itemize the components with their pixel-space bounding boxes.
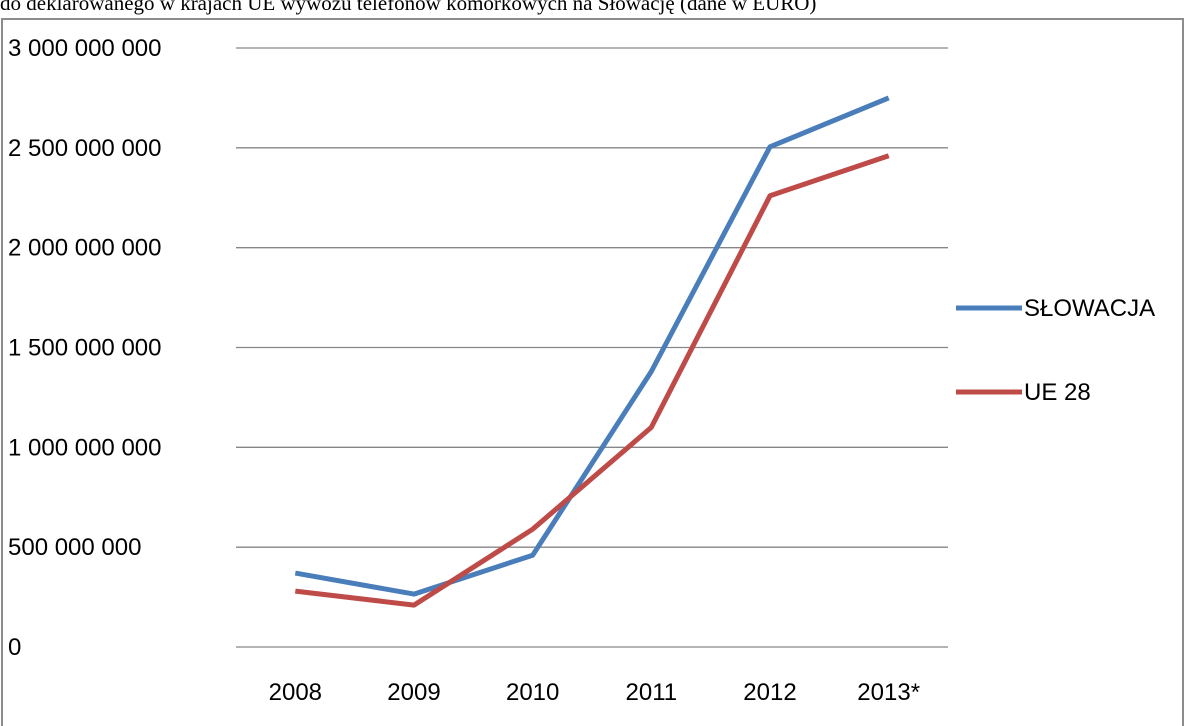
x-tick-label: 2012 <box>743 679 796 706</box>
y-tick-label: 2 500 000 000 <box>8 135 161 162</box>
x-tick-label: 2010 <box>506 679 559 706</box>
y-tick-label: 1 500 000 000 <box>8 335 161 362</box>
legend: SŁOWACJA UE 28 <box>956 295 1155 406</box>
series-line-1 <box>295 156 888 605</box>
series-line-0 <box>295 98 888 594</box>
series-lines <box>295 98 889 605</box>
y-tick-label: 0 <box>8 634 21 661</box>
legend-label: SŁOWACJA <box>1024 295 1155 322</box>
x-tick-label: 2009 <box>387 679 440 706</box>
y-tick-label: 500 000 000 <box>8 534 141 561</box>
x-tick-label: 2013* <box>857 679 920 706</box>
legend-label: UE 28 <box>1024 379 1091 406</box>
gridlines <box>236 48 948 647</box>
x-axis-ticks: 2008 2009 2010 2011 2012 2013* <box>269 679 920 706</box>
x-tick-label: 2011 <box>626 679 678 706</box>
y-tick-label: 2 000 000 000 <box>8 235 161 262</box>
y-tick-label: 1 000 000 000 <box>8 434 161 461</box>
y-tick-label: 3 000 000 000 <box>8 35 161 62</box>
x-tick-label: 2008 <box>269 679 322 706</box>
y-axis-ticks: 0 500 000 000 1 000 000 000 1 500 000 000 2 … <box>8 35 161 661</box>
